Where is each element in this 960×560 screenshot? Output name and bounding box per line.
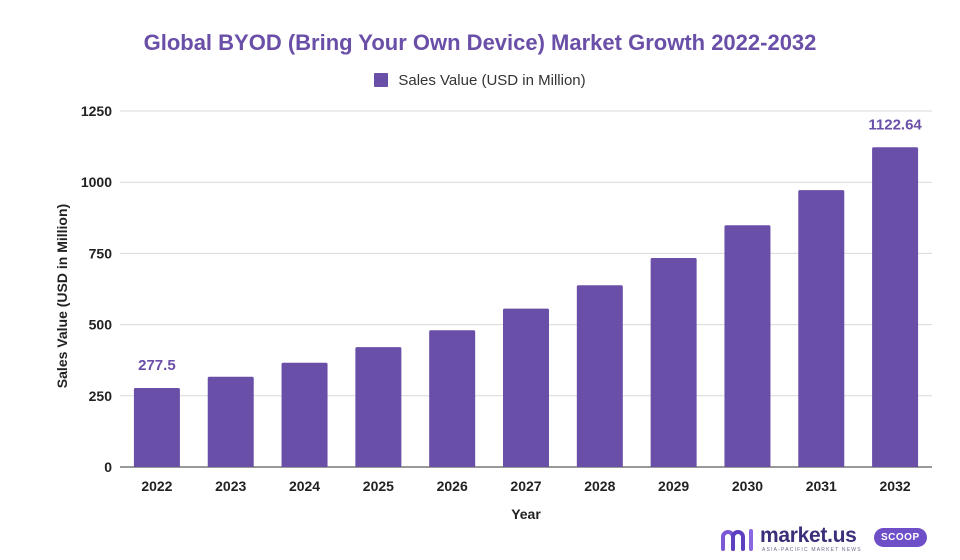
x-tick-label: 2030 <box>732 478 763 494</box>
bar <box>798 190 845 468</box>
bar <box>355 347 402 467</box>
x-tick-label: 2031 <box>806 478 837 494</box>
brand-name: market.us <box>760 524 857 547</box>
x-tick-label: 2028 <box>584 478 615 494</box>
y-tick-label: 500 <box>89 317 113 333</box>
bar <box>133 387 180 467</box>
legend: Sales Value (USD in Million) <box>0 72 960 89</box>
legend-swatch <box>374 73 389 87</box>
x-tick-label: 2026 <box>437 478 468 494</box>
x-tick-label: 2024 <box>289 478 320 494</box>
bar <box>650 257 697 467</box>
bar <box>281 362 328 467</box>
x-axis-title: Year <box>511 506 541 522</box>
brand-badge: SCOOP <box>874 528 927 547</box>
x-tick-label: 2029 <box>658 478 689 494</box>
brand-tagline: ASIA-PACIFIC MARKET NEWS <box>762 547 862 553</box>
chart-title: Global BYOD (Bring Your Own Device) Mark… <box>143 30 817 55</box>
data-label: 277.5 <box>138 357 176 374</box>
bar <box>503 308 549 467</box>
bar <box>576 285 623 467</box>
bar <box>724 225 771 467</box>
bar <box>429 330 476 467</box>
data-label: 1122.64 <box>868 116 922 133</box>
x-tick-label: 2032 <box>880 478 911 494</box>
x-tick-label: 2027 <box>510 478 541 494</box>
y-tick-label: 1250 <box>81 103 112 119</box>
x-tick-label: 2023 <box>215 478 246 494</box>
y-tick-label: 250 <box>89 388 113 404</box>
y-axis-title: Sales Value (USD in Million) <box>54 203 70 389</box>
y-tick-label: 1000 <box>81 174 112 190</box>
bar <box>207 376 254 467</box>
y-tick-label: 750 <box>89 245 113 261</box>
x-tick-label: 2025 <box>363 478 394 494</box>
legend-label: Sales Value (USD in Million) <box>398 72 586 89</box>
x-tick-label: 2022 <box>141 478 172 494</box>
y-tick-label: 0 <box>104 459 112 475</box>
brand-mark-icon <box>721 529 753 551</box>
brand-logo: market.us ASIA-PACIFIC MARKET NEWS SCOOP <box>716 523 942 553</box>
bar <box>872 147 919 467</box>
